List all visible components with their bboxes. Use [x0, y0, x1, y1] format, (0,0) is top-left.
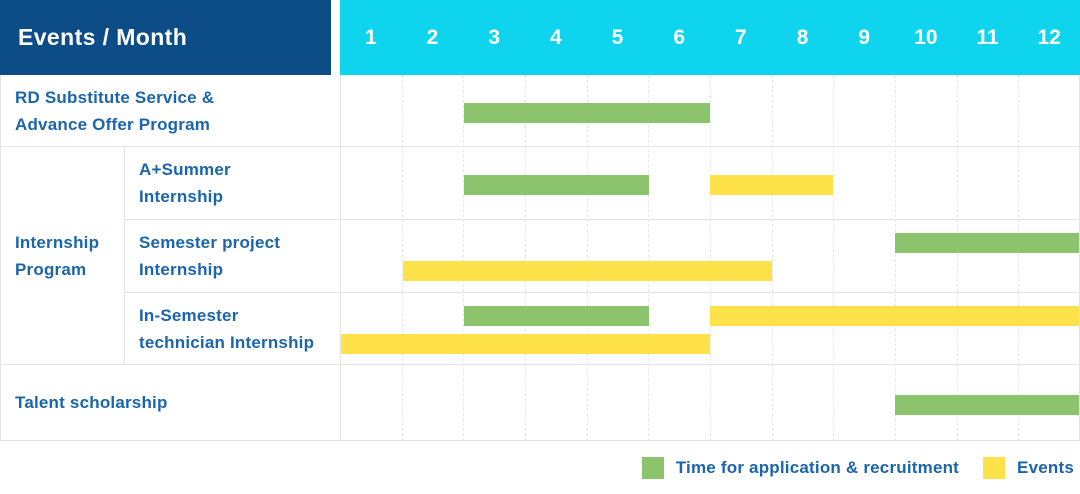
month-label: 1: [364, 25, 377, 49]
row-label-rd-substitute-service: RD Substitute Service & Advance Offer Pr…: [0, 75, 340, 147]
legend-label: Time for application & recruitment: [675, 457, 960, 477]
yellow-bar: [710, 175, 833, 195]
legend-item-events: Events: [983, 456, 1074, 479]
row-label-a-plus-summer-internship: A+Summer Internship: [124, 147, 340, 220]
chart-row-talent-scholarship: [340, 365, 1080, 441]
yellow-swatch-icon: [983, 456, 1006, 479]
month-label: 4: [550, 25, 562, 49]
row-label-in-semester-technician-internship: In-Semester technician Internship: [124, 293, 340, 365]
month-label: 6: [673, 25, 686, 49]
chart-row-a-plus-summer-internship: [340, 147, 1080, 220]
month-header: 1 2 3 4 5 6 7 8 9 10 11 12: [340, 0, 1080, 75]
green-bar: [464, 102, 710, 123]
row-label-line: Advance Offer Program: [15, 114, 211, 134]
group-label-line: Program: [15, 259, 87, 279]
gantt-chart: Events / Month 1 2 3 4 5 6 7 8 9 10 11 12 RD Substi…: [0, 0, 1080, 441]
row-label-semester-project-internship: Semester project Internship: [124, 220, 340, 293]
group-label-internship-program: Internship Program: [0, 147, 124, 365]
month-label: 12: [1037, 25, 1061, 49]
yellow-bar: [341, 334, 710, 354]
group-label-line: Internship: [15, 232, 100, 252]
row-label-line: In-Semester: [139, 305, 239, 325]
month-label: 2: [426, 25, 439, 49]
legend-item-application-recruitment: Time for application & recruitment: [641, 456, 960, 479]
green-bar: [894, 233, 1079, 253]
corner-header-label: Events / Month: [18, 24, 188, 50]
month-label: 10: [914, 25, 938, 49]
legend: Time for application & recruitment Event…: [0, 441, 1080, 494]
row-label-line: RD Substitute Service &: [15, 87, 215, 107]
month-label: 8: [796, 25, 809, 49]
green-bar: [894, 394, 1079, 415]
corner-header: Events / Month: [0, 0, 340, 75]
green-swatch-icon: [641, 456, 664, 479]
row-label-line: Semester project: [139, 233, 281, 252]
row-label-line: Internship: [139, 187, 224, 206]
row-label-talent-scholarship: Talent scholarship: [0, 365, 340, 441]
month-label: 7: [735, 25, 747, 49]
green-bar: [464, 306, 649, 326]
month-label: 11: [976, 25, 999, 49]
row-label-line: A+Summer: [139, 160, 231, 179]
row-label-line: Internship: [139, 260, 224, 279]
month-label: 3: [488, 25, 501, 49]
row-label-line: technician Internship: [139, 332, 315, 352]
legend-label: Events: [1017, 457, 1074, 477]
yellow-bar: [402, 261, 772, 281]
yellow-bar: [710, 306, 1079, 326]
green-bar: [464, 175, 649, 195]
chart-row-semester-project-internship: [340, 220, 1080, 293]
month-label: 9: [858, 25, 871, 49]
chart-row-in-semester-technician-internship: [340, 293, 1080, 365]
row-label-line: Talent scholarship: [15, 393, 168, 412]
month-label: 5: [611, 25, 624, 49]
chart-row-rd-substitute-service: [340, 75, 1080, 147]
